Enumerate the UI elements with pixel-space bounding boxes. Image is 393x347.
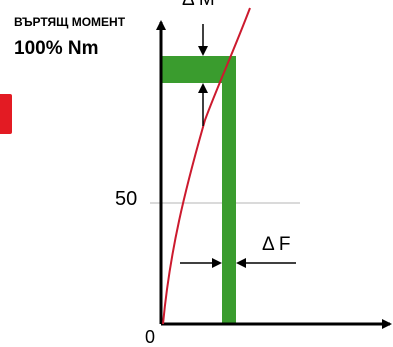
delta-f-label: Δ F — [262, 234, 291, 255]
y-axis-max-label: 100% Nm — [14, 38, 99, 59]
delta-m-label: Δ M — [182, 0, 215, 10]
torque-curve — [162, 7, 251, 325]
y-axis-title: ВЪРТЯЩ МОМЕНТ — [14, 15, 126, 29]
delta-f-band — [222, 56, 236, 324]
origin-label: 0 — [145, 327, 155, 347]
y-tick-50-label: 50 — [115, 188, 137, 210]
red-accent-tab — [0, 94, 12, 134]
